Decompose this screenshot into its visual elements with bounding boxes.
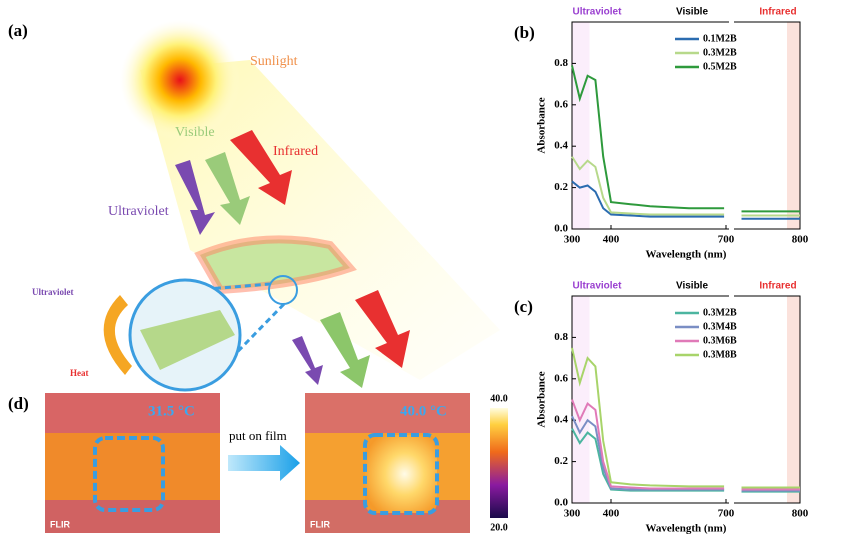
uv-region — [572, 22, 590, 229]
legend-label: 0.3M6B — [703, 335, 737, 346]
colorbar-label: 20.0 — [490, 522, 508, 533]
y-tick-label: 0.2 — [554, 181, 568, 193]
y-tick-label: 0.0 — [554, 223, 568, 235]
inset-film — [140, 310, 235, 370]
x-tick-label: 700 — [718, 508, 735, 520]
series-line — [571, 347, 800, 489]
region-label: Infrared — [759, 281, 796, 292]
label: Heat — [70, 368, 89, 378]
legend-label: 0.5M2B — [703, 61, 737, 72]
plot-frame — [571, 21, 801, 230]
ir-region — [787, 296, 800, 503]
y-axis-label: Absorbance — [536, 371, 548, 427]
axis-break — [729, 14, 734, 30]
legend-label: 0.3M2B — [703, 307, 737, 318]
series-line — [571, 180, 800, 220]
region-label: Ultraviolet — [573, 281, 623, 292]
film-outline — [93, 436, 165, 512]
axis-break — [729, 288, 734, 304]
panel-label: (c) — [514, 297, 533, 316]
legend-label: 0.1M2B — [703, 33, 737, 44]
region-label: Infrared — [759, 7, 796, 18]
legend-label: 0.3M8B — [703, 349, 737, 360]
colorbar — [490, 408, 508, 518]
action-label: put on film — [229, 428, 287, 443]
label: Sunlight — [250, 54, 298, 69]
arrows — [175, 130, 410, 388]
colorbar-label: 40.0 — [490, 393, 508, 404]
uv-region — [572, 296, 590, 503]
inset-arrow — [103, 295, 132, 375]
y-tick-label: 0.4 — [554, 414, 568, 426]
legend-label: 0.3M4B — [703, 321, 737, 332]
film — [194, 235, 357, 295]
x-tick-label: 300 — [564, 508, 581, 520]
temperature: 31.5 °C — [148, 403, 195, 419]
label: Visible — [175, 125, 215, 140]
ir-region — [787, 22, 800, 229]
film-outline — [363, 433, 439, 515]
illustration: (a) Sunlight Visible Infrared Ultraviole… — [8, 20, 500, 392]
label: Ultraviolet — [32, 287, 73, 297]
axis-break — [729, 221, 734, 237]
x-tick-label: 800 — [792, 234, 809, 246]
y-tick-label: 0.8 — [554, 331, 568, 343]
y-tick-label: 0.6 — [554, 372, 568, 384]
x-tick-label: 800 — [792, 508, 809, 520]
y-tick-label: 0.4 — [554, 140, 568, 152]
label: Infrared — [273, 144, 318, 159]
region-label: Ultraviolet — [573, 7, 623, 18]
panel-label: (b) — [514, 23, 535, 42]
y-axis-label: Absorbance — [536, 97, 548, 153]
axis-break — [729, 495, 734, 511]
background — [305, 393, 470, 433]
series-line — [571, 399, 800, 491]
y-tick-label: 0.0 — [554, 497, 568, 509]
series-line — [571, 65, 800, 213]
panel-label: (d) — [8, 394, 29, 413]
label: Ultraviolet — [108, 204, 169, 219]
thermal: (d) 31.5 °C 40.0 °C put on film FLIR FLI… — [8, 393, 508, 533]
x-axis-label: Wavelength (nm) — [646, 249, 727, 261]
x-tick-label: 400 — [603, 234, 620, 246]
y-tick-label: 0.8 — [554, 57, 568, 69]
region-label: Visible — [676, 281, 708, 292]
x-axis-label: Wavelength (nm) — [646, 523, 727, 535]
x-tick-label: 300 — [564, 234, 581, 246]
legend-label: 0.3M2B — [703, 47, 737, 58]
x-tick-label: 700 — [718, 234, 735, 246]
brand: FLIR — [310, 519, 330, 529]
region-label: Visible — [676, 7, 708, 18]
chart: Ultraviolet Visible Infrared 0.0 0.2 0.4 0.6 0.… — [514, 281, 809, 535]
y-tick-label: 0.6 — [554, 98, 568, 110]
sun — [120, 20, 240, 140]
brand: FLIR — [50, 519, 70, 529]
temperature: 40.0 °C — [400, 403, 447, 419]
series-line — [571, 156, 800, 217]
background — [45, 500, 220, 533]
chart: Ultraviolet Visible Infrared 0.0 0.2 0.4 0.6 0.… — [514, 7, 809, 261]
background — [45, 393, 220, 433]
x-tick-label: 400 — [603, 508, 620, 520]
y-tick-label: 0.2 — [554, 455, 568, 467]
arrow — [228, 445, 300, 481]
panel-label: (a) — [8, 21, 28, 40]
zoom-line — [208, 301, 287, 382]
